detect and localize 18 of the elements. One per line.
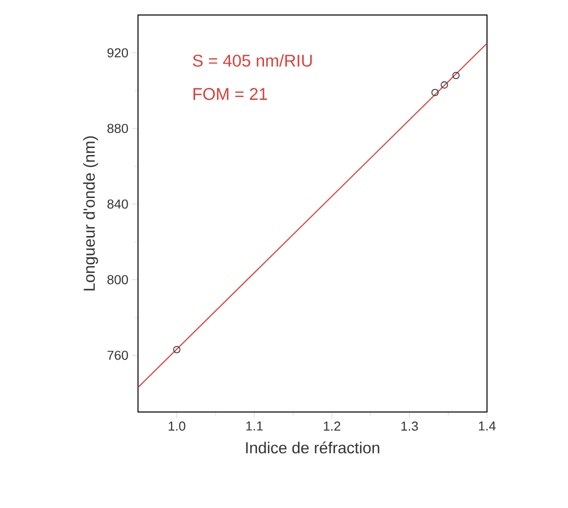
y-tick-label: 840 <box>107 199 128 209</box>
point <box>440 81 448 89</box>
y-tick-label: 880 <box>107 124 128 134</box>
x-axis-title: Indice de réfraction <box>246 442 380 454</box>
x-tick-label: 1.1 <box>246 422 263 430</box>
annotation: S = 405 nm/RIU <box>192 54 312 67</box>
x-tick-label: 1.2 <box>324 422 340 431</box>
y-tick-label: 800 <box>107 275 128 284</box>
point <box>431 88 439 96</box>
y-tick-label: 760 <box>108 350 128 360</box>
y-tick-label: 920 <box>107 48 128 58</box>
x-tick-label: 1.4 <box>478 422 496 430</box>
point <box>452 72 460 80</box>
annotation: FOM = 21 <box>194 88 268 100</box>
x-tick-label: 1.3 <box>401 422 418 431</box>
x-tick-label: 1.0 <box>168 422 186 431</box>
point <box>173 346 180 354</box>
y-axis-title: Longueur d'onde (nm) <box>83 136 98 290</box>
